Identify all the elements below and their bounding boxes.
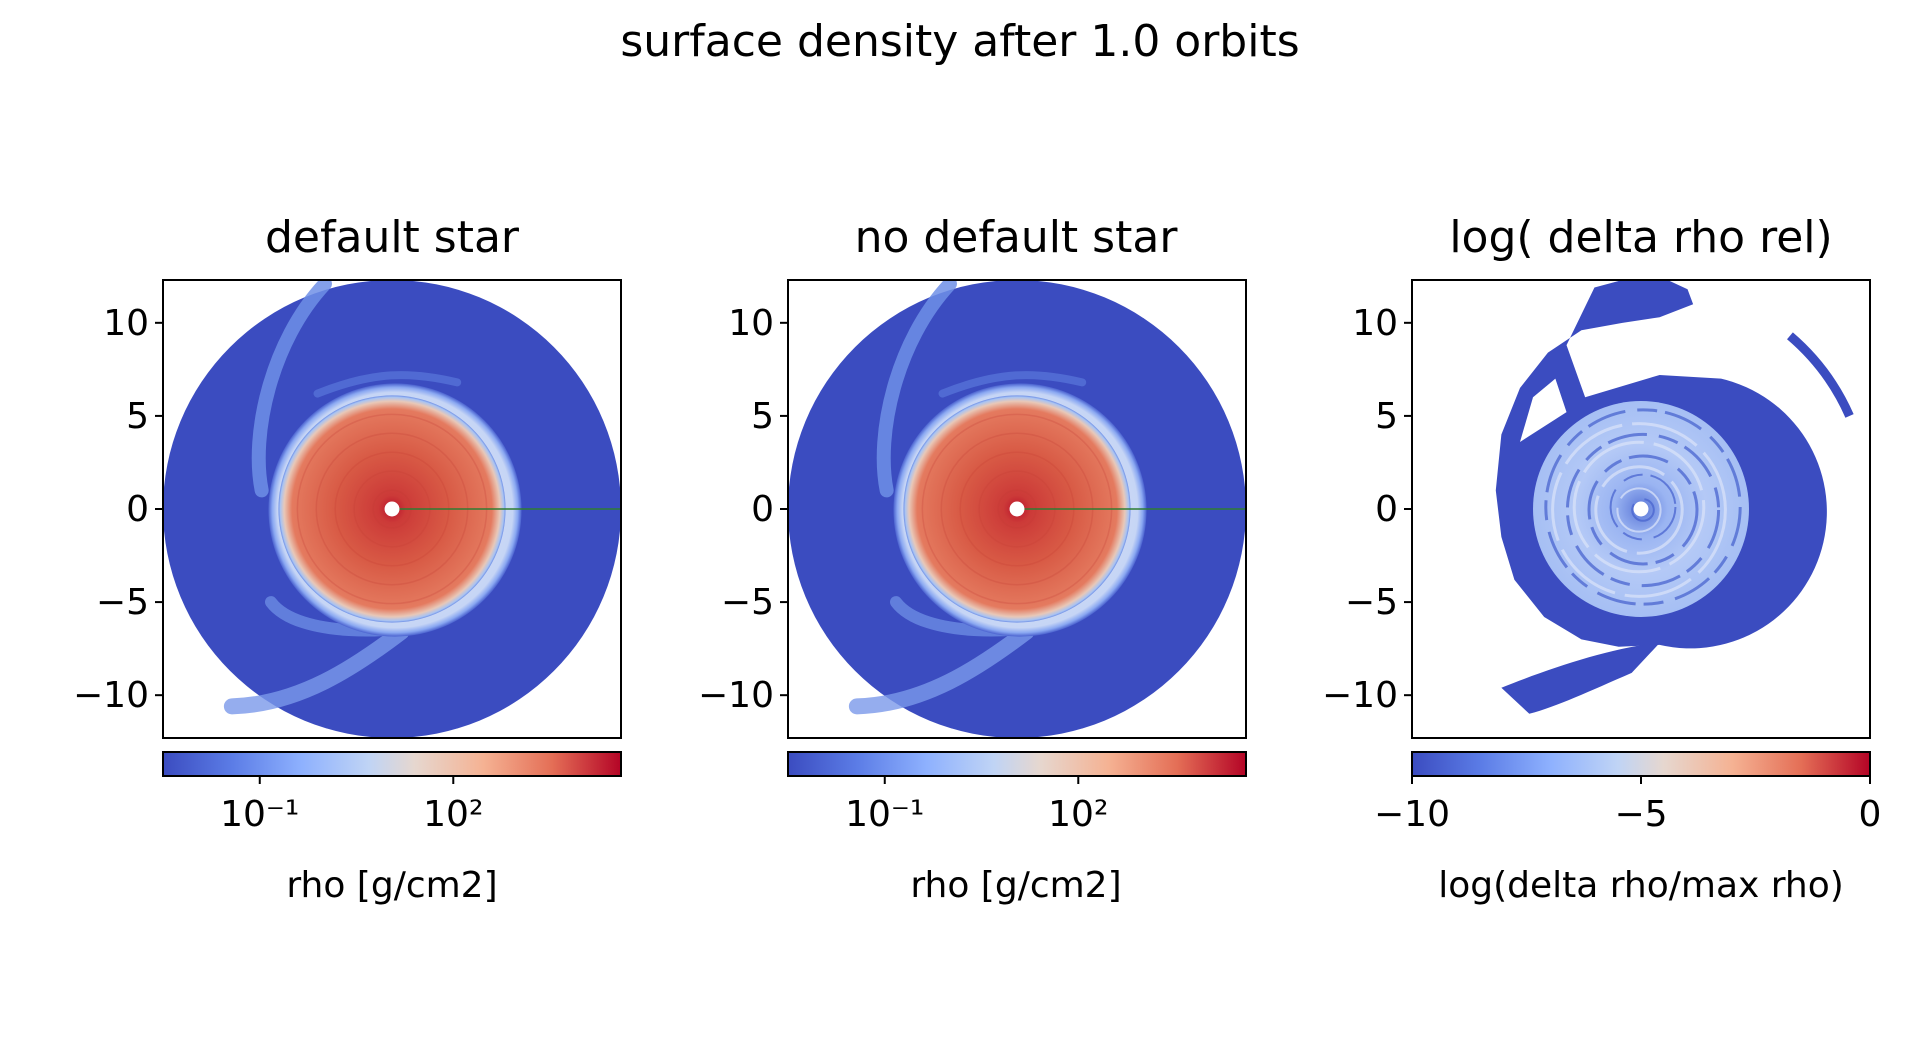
panel-delta-rho-rel: log( delta rho rel) 10 5 0 −5 −10 −10 −5 0 log… xyxy=(1322,212,1881,906)
inner-hole xyxy=(1633,501,1649,517)
colorbar-tick-label: −10 xyxy=(1374,794,1450,835)
diff-ring xyxy=(1616,487,1662,533)
figure-suptitle: surface density after 1.0 orbits xyxy=(620,16,1299,67)
panel-default-star: default star 10 5 0 −5 −10 10⁻¹ 10² rho [g/cm… xyxy=(73,212,622,906)
y-tick-label: 0 xyxy=(751,489,774,530)
y-tick-label: 5 xyxy=(751,396,774,437)
y-tick-label: 10 xyxy=(1352,303,1398,344)
colorbar-tick-label: 0 xyxy=(1859,794,1882,835)
colorbar-frame xyxy=(162,751,622,777)
y-tick-label: 5 xyxy=(126,396,149,437)
inner-hole xyxy=(384,501,400,517)
panel-title: default star xyxy=(265,212,520,263)
colorbar-label: rho [g/cm2] xyxy=(910,865,1121,906)
diff-ring xyxy=(1609,473,1677,541)
colorbar-gradient xyxy=(788,752,1246,776)
colorbar-tick-label: −5 xyxy=(1614,794,1667,835)
colorbar: 10⁻¹ 10² xyxy=(162,751,622,835)
panel-title: no default star xyxy=(855,212,1179,263)
heatmap-layer xyxy=(163,280,621,738)
spiral-wake-arc xyxy=(313,371,462,398)
colorbar-gradient xyxy=(1412,752,1870,776)
spiral-wake-arc xyxy=(938,371,1087,398)
plot-area xyxy=(1411,279,1871,739)
colorbar: 10⁻¹ 10² xyxy=(787,751,1247,835)
y-tick-label: 0 xyxy=(1375,489,1398,530)
y-tick-label: 0 xyxy=(126,489,149,530)
colorbar-frame xyxy=(787,751,1247,777)
spiral-wake-lower xyxy=(848,623,1035,715)
heatmap-layer xyxy=(788,280,1246,738)
colorbar-tick-label: 10⁻¹ xyxy=(220,794,299,835)
y-tick-label: −5 xyxy=(721,582,774,623)
diff-arc-outer xyxy=(1787,332,1854,418)
plot-area xyxy=(162,279,622,739)
y-tick-label: −10 xyxy=(1322,675,1398,716)
colorbar-label: log(delta rho/max rho) xyxy=(1438,865,1844,906)
heatmap-layer xyxy=(1495,280,1854,714)
colorbar-tick-label: 10² xyxy=(423,794,483,835)
y-tick-label: 5 xyxy=(1375,396,1398,437)
colorbar-gradient xyxy=(163,752,621,776)
diff-region-lower-spiral xyxy=(1501,643,1660,714)
colorbar: −10 −5 0 xyxy=(1374,751,1882,835)
y-axis: 10 5 0 −5 −10 xyxy=(698,303,788,716)
y-tick-label: −5 xyxy=(96,582,149,623)
y-tick-label: 10 xyxy=(728,303,774,344)
diff-ring xyxy=(1551,422,1727,598)
inner-hole xyxy=(1009,501,1025,517)
y-tick-label: −10 xyxy=(698,675,774,716)
panel-no-default-star: no default star 10 5 0 −5 −10 10⁻¹ 10² rho [g… xyxy=(698,212,1247,906)
diff-ring xyxy=(1587,454,1699,566)
diff-ring xyxy=(1594,465,1684,555)
diff-ring xyxy=(1544,408,1742,606)
diff-ring xyxy=(1565,432,1721,588)
colorbar-tick-label: 10² xyxy=(1048,794,1108,835)
diff-ring xyxy=(1572,440,1706,574)
y-axis: 10 5 0 −5 −10 xyxy=(73,303,163,716)
diff-gap-hole xyxy=(1519,378,1567,442)
spiral-wake-upper xyxy=(876,280,957,498)
colorbar-tick-label: 10⁻¹ xyxy=(845,794,924,835)
spiral-wake-upper xyxy=(251,280,332,498)
y-tick-label: −5 xyxy=(1345,582,1398,623)
y-tick-label: 10 xyxy=(103,303,149,344)
colorbar-label: rho [g/cm2] xyxy=(286,865,497,906)
y-axis: 10 5 0 −5 −10 xyxy=(1322,303,1412,716)
diff-ring xyxy=(1631,498,1655,522)
panel-title: log( delta rho rel) xyxy=(1449,212,1832,263)
plot-area xyxy=(787,279,1247,739)
y-tick-label: −10 xyxy=(73,675,149,716)
spiral-wake-lower xyxy=(223,623,410,715)
